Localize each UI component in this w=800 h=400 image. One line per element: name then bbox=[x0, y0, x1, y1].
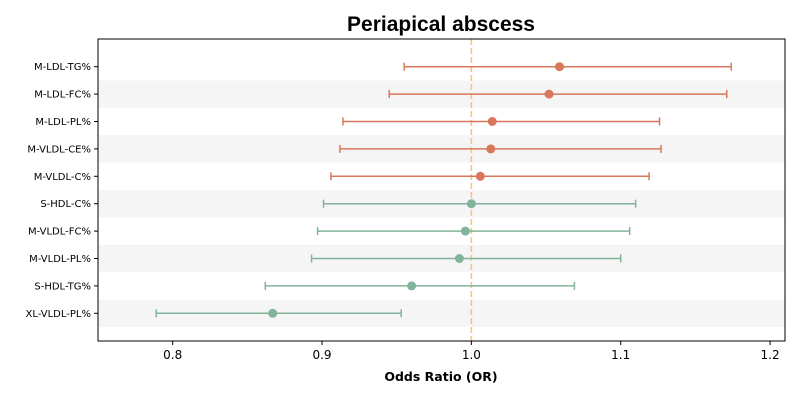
y-tick-label: XL-VLDL-PL% bbox=[26, 309, 92, 320]
or-point bbox=[486, 144, 496, 154]
plot-frame bbox=[97, 38, 786, 342]
x-tick-label: 1.2 bbox=[761, 348, 780, 362]
y-tick-label: M-LDL-TG% bbox=[34, 62, 91, 73]
or-point bbox=[544, 89, 554, 99]
x-tick-label: 1.0 bbox=[462, 348, 481, 362]
or-point bbox=[268, 308, 278, 318]
or-point bbox=[466, 199, 476, 209]
x-tick-label: 0.8 bbox=[163, 348, 182, 362]
or-point bbox=[460, 226, 470, 236]
or-point bbox=[454, 254, 464, 263]
x-tick-label: 0.9 bbox=[312, 348, 331, 362]
y-tick-label: M-VLDL-C% bbox=[34, 172, 91, 183]
chart-title: Periapical abscess bbox=[347, 13, 535, 36]
or-point bbox=[487, 117, 497, 126]
or-point bbox=[554, 62, 564, 72]
x-tick-label: 1.1 bbox=[611, 348, 630, 362]
y-tick-label: S-HDL-C% bbox=[40, 199, 91, 210]
x-axis: 0.8 0.9 1.0 1.1 1.2 bbox=[163, 341, 780, 362]
y-tick-label: M-LDL-FC% bbox=[34, 90, 91, 101]
x-axis-label: Odds Ratio (OR) bbox=[384, 369, 497, 384]
y-axis: M-LDL-TG% M-LDL-FC% M-LDL-PL% M-VLDL-CE% M-V… bbox=[26, 62, 98, 320]
or-point bbox=[407, 281, 417, 291]
y-tick-label: S-HDL-TG% bbox=[34, 281, 91, 292]
data-marks bbox=[155, 62, 732, 318]
y-tick-label: M-LDL-PL% bbox=[35, 117, 91, 128]
or-point bbox=[475, 171, 485, 181]
y-tick-label: M-VLDL-FC% bbox=[28, 227, 91, 238]
y-tick-label: M-VLDL-PL% bbox=[29, 254, 91, 265]
y-tick-label: M-VLDL-CE% bbox=[27, 144, 91, 155]
